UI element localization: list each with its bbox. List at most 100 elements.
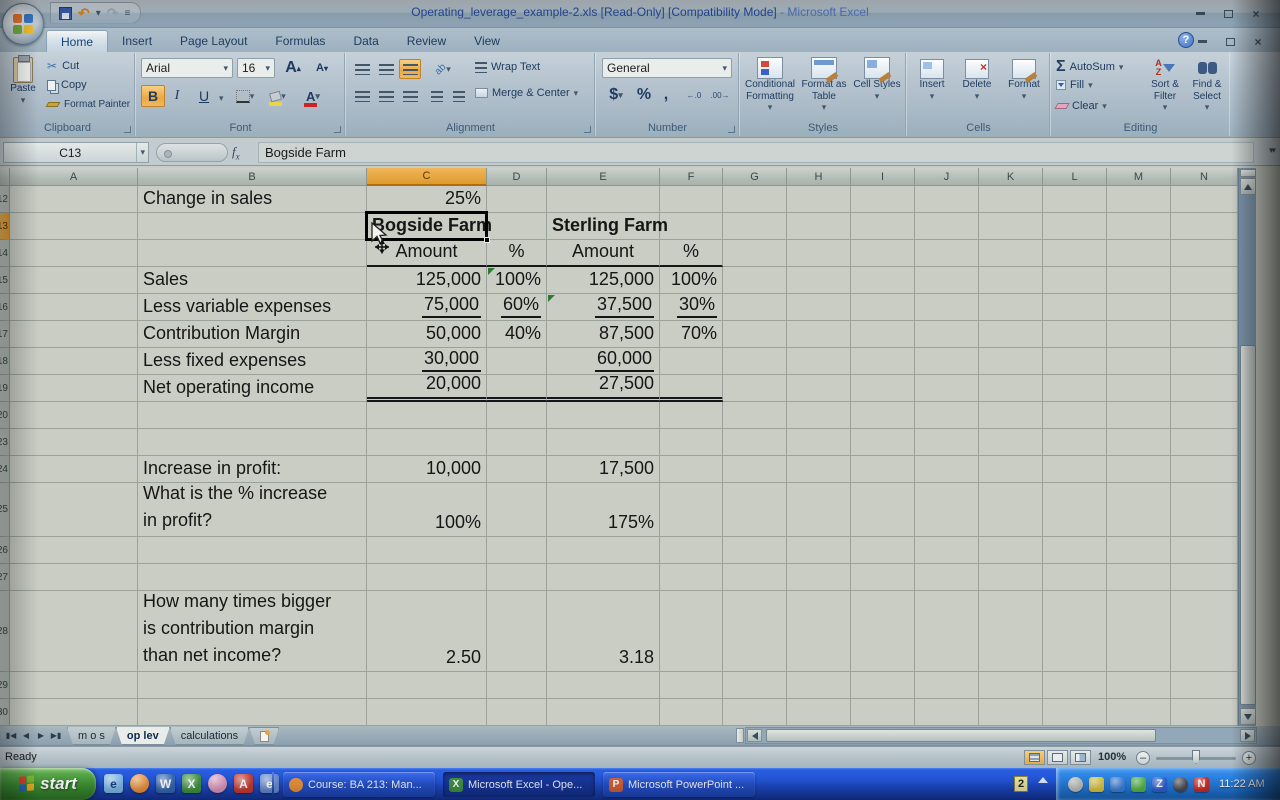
tab-review[interactable]: Review (406, 34, 447, 48)
cell-D30[interactable] (487, 699, 547, 726)
cell-G18[interactable] (723, 348, 787, 375)
column-header-K[interactable]: K (979, 168, 1043, 186)
cell-C18[interactable]: 30,000 (367, 348, 487, 375)
row-header-12[interactable]: 12 (0, 186, 10, 213)
insert-function-icon[interactable]: fx (232, 144, 240, 162)
cell-M29[interactable] (1107, 672, 1171, 699)
cell-A28[interactable] (10, 591, 138, 672)
row-header-15[interactable]: 15 (0, 267, 10, 294)
cell-I20[interactable] (851, 402, 915, 429)
cell-G14[interactable] (723, 240, 787, 267)
cell-C30[interactable] (367, 699, 487, 726)
cell-G24[interactable] (723, 456, 787, 483)
cell-J18[interactable] (915, 348, 979, 375)
cell-F15[interactable]: 100% (660, 267, 723, 294)
task-button-powerpoint[interactable]: P Microsoft PowerPoint ... (603, 772, 755, 797)
cell-A13[interactable] (10, 213, 138, 240)
insert-cells-button[interactable]: Insert ▾ (911, 59, 953, 101)
cell-C24[interactable]: 10,000 (367, 456, 487, 483)
cell-N20[interactable] (1171, 402, 1238, 429)
cell-K19[interactable] (979, 375, 1043, 402)
cell-F12[interactable] (660, 186, 723, 213)
cell-L28[interactable] (1043, 591, 1107, 672)
cell-C12[interactable]: 25% (367, 186, 487, 213)
cell-D29[interactable] (487, 672, 547, 699)
cell-A19[interactable] (10, 375, 138, 402)
cell-D23[interactable] (487, 429, 547, 456)
cell-N24[interactable] (1171, 456, 1238, 483)
cell-F26[interactable] (660, 537, 723, 564)
row-header-16[interactable]: 16 (0, 294, 10, 321)
cell-L30[interactable] (1043, 699, 1107, 726)
cell-L19[interactable] (1043, 375, 1107, 402)
delete-cells-button[interactable]: × Delete ▾ (962, 59, 992, 101)
cell-H26[interactable] (787, 537, 851, 564)
cell-F13[interactable] (660, 213, 723, 240)
cell-M17[interactable] (1107, 321, 1171, 348)
cell-J30[interactable] (915, 699, 979, 726)
zoom-out-icon[interactable]: – (1136, 751, 1150, 765)
scroll-left-icon[interactable] (747, 729, 762, 742)
column-header-C[interactable]: C (367, 168, 487, 186)
netware-icon[interactable]: N (1194, 776, 1209, 792)
cell-M24[interactable] (1107, 456, 1171, 483)
cell-N19[interactable] (1171, 375, 1238, 402)
name-box-dropdown-icon[interactable]: ▾ (136, 143, 148, 162)
collapse-formula-bar-icon[interactable]: ▾▾ (1268, 145, 1276, 155)
cell-L18[interactable] (1043, 348, 1107, 375)
volume-icon[interactable] (1068, 776, 1083, 792)
cell-L16[interactable] (1043, 294, 1107, 321)
vertical-scroll-thumb[interactable] (1240, 345, 1256, 705)
cell-M12[interactable] (1107, 186, 1171, 213)
cell-F20[interactable] (660, 402, 723, 429)
cell-F29[interactable] (660, 672, 723, 699)
row-header-27[interactable]: 27 (0, 564, 10, 591)
cell-H15[interactable] (787, 267, 851, 294)
cell-G28[interactable] (723, 591, 787, 672)
cell-N27[interactable] (1171, 564, 1238, 591)
cell-B20[interactable] (138, 402, 367, 429)
cell-M28[interactable] (1107, 591, 1171, 672)
row-header-14[interactable]: 14 (0, 240, 10, 267)
tab-split-handle[interactable] (736, 728, 744, 743)
cell-I28[interactable] (851, 591, 915, 672)
firefox-icon[interactable] (130, 774, 149, 793)
cell-D14[interactable]: % (487, 240, 547, 267)
fill-color-button[interactable]: ▾ (263, 85, 293, 107)
align-right-button[interactable] (399, 86, 421, 106)
horizontal-scrollbar[interactable] (745, 727, 1257, 744)
cell-K18[interactable] (979, 348, 1043, 375)
column-header-G[interactable]: G (723, 168, 787, 186)
cell-D17[interactable]: 40% (487, 321, 547, 348)
sheet-tab-mos[interactable]: m o s (67, 727, 116, 745)
row-header-23[interactable]: 23 (0, 429, 10, 456)
tab-view[interactable]: View (474, 34, 500, 48)
row-header-30[interactable]: 30 (0, 699, 10, 726)
cell-C19[interactable]: 20,000 (367, 375, 487, 402)
cell-M19[interactable] (1107, 375, 1171, 402)
close-icon[interactable]: × (1252, 6, 1260, 21)
status-yellow-icon[interactable] (1089, 776, 1104, 792)
column-header-B[interactable]: B (138, 168, 367, 186)
cell-J25[interactable] (915, 483, 979, 537)
column-header-F[interactable]: F (660, 168, 723, 186)
column-header-I[interactable]: I (851, 168, 915, 186)
cell-A16[interactable] (10, 294, 138, 321)
cell-C27[interactable] (367, 564, 487, 591)
clipboard-dialog-launcher-icon[interactable] (124, 126, 131, 133)
cell-B25[interactable]: What is the % increase in profit? (138, 483, 367, 537)
cell-G15[interactable] (723, 267, 787, 294)
cell-L14[interactable] (1043, 240, 1107, 267)
cell-B14[interactable] (138, 240, 367, 267)
network-icon[interactable] (1110, 776, 1125, 792)
cell-E15[interactable]: 125,000 (547, 267, 660, 294)
row-header-26[interactable]: 26 (0, 537, 10, 564)
cell-D24[interactable] (487, 456, 547, 483)
cell-F17[interactable]: 70% (660, 321, 723, 348)
align-center-button[interactable] (375, 86, 397, 106)
cell-G17[interactable] (723, 321, 787, 348)
cell-D26[interactable] (487, 537, 547, 564)
cell-styles-button[interactable]: Cell Styles ▾ (852, 57, 902, 101)
cell-F18[interactable] (660, 348, 723, 375)
cell-I26[interactable] (851, 537, 915, 564)
